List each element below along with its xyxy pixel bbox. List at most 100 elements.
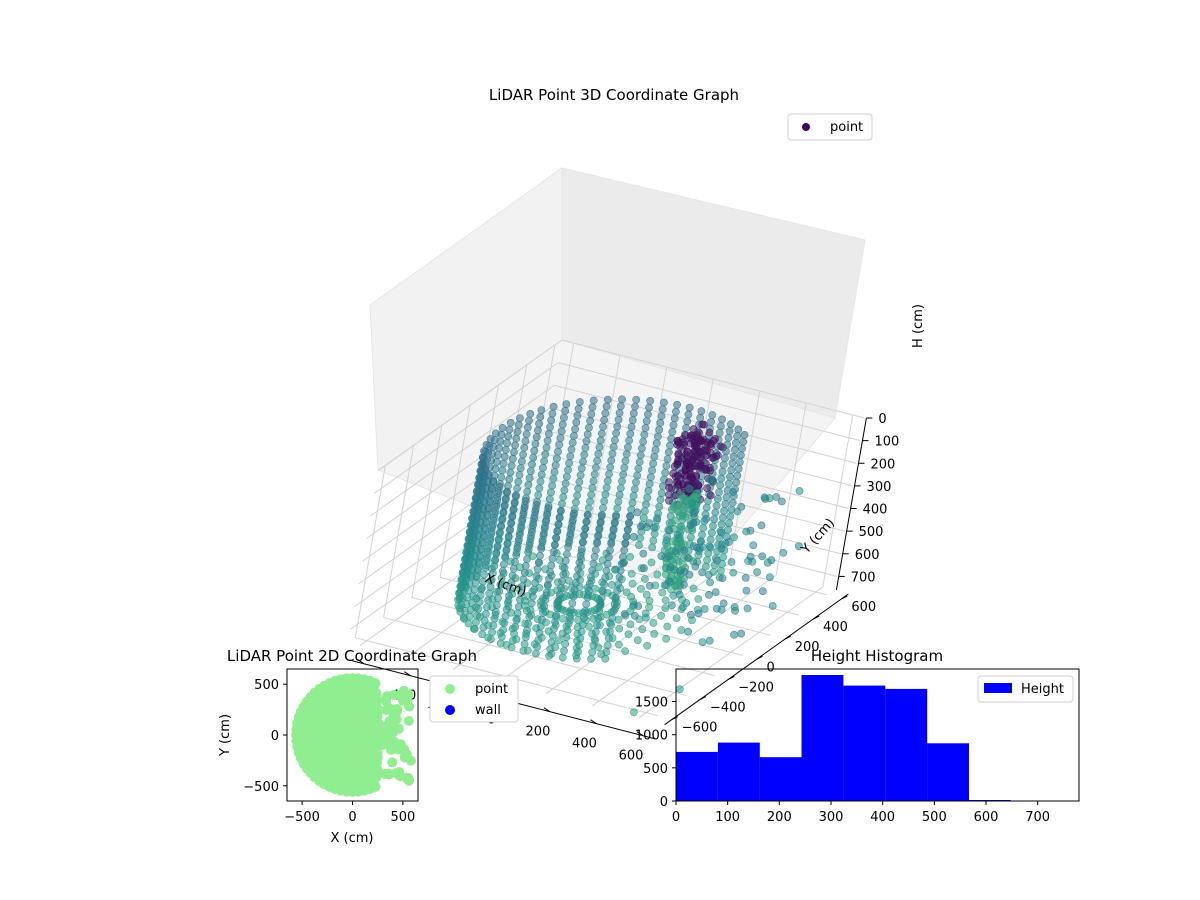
point-3d: [723, 440, 732, 449]
point-3d: [605, 470, 613, 478]
point-3d: [515, 471, 524, 479]
point-3d: [581, 524, 590, 533]
point-3d: [506, 418, 515, 427]
point-3d: [572, 654, 581, 663]
point-3d: [709, 453, 718, 462]
point-3d: [551, 541, 559, 549]
point-3d: [488, 483, 497, 492]
point-3d: [711, 508, 720, 517]
point-3d: [509, 564, 518, 573]
point-3d: [698, 530, 706, 539]
z-tick-label: 400: [863, 503, 888, 518]
point-3d: [718, 574, 727, 583]
point-3d: [500, 501, 509, 510]
point-3d: [640, 564, 648, 573]
point-3d: [593, 621, 601, 629]
point-3d: [522, 430, 531, 439]
point-3d: [612, 429, 620, 438]
point-3d: [498, 423, 507, 432]
point-3d: [477, 545, 486, 553]
point-3d: [650, 523, 658, 532]
point-3d: [573, 491, 581, 500]
point-3d: [629, 533, 638, 541]
point-3d: [716, 566, 725, 575]
point-2d: [386, 744, 396, 755]
point-3d: [498, 514, 507, 523]
point-3d: [483, 511, 492, 519]
point-2d: [399, 685, 409, 696]
point-3d: [498, 567, 507, 576]
point-3d: [602, 483, 611, 492]
point-3d: [690, 438, 699, 447]
point-3d: [607, 456, 616, 465]
point-3d: [549, 402, 558, 411]
point-3d: [547, 416, 556, 425]
point-3d: [715, 429, 724, 437]
point-3d: [476, 551, 485, 560]
point-3d: [622, 532, 631, 541]
point-3d: [516, 414, 524, 422]
point-3d: [730, 630, 738, 639]
point-3d: [490, 562, 498, 571]
point-3d: [526, 534, 535, 543]
grid-line: [589, 354, 621, 528]
point-3d: [544, 430, 553, 438]
point-3d: [626, 620, 635, 629]
point-3d: [603, 395, 612, 404]
point-3d: [610, 600, 619, 609]
point-3d: [722, 493, 731, 502]
point-3d: [616, 566, 625, 575]
point-3d: [719, 460, 728, 469]
point-3d: [572, 498, 580, 507]
point-3d: [653, 514, 662, 523]
legend-2d-point-marker: [445, 684, 455, 694]
point-3d: [697, 407, 706, 415]
point-3d: [493, 542, 502, 550]
point-3d: [717, 540, 726, 549]
z-tick-label: 600: [855, 548, 880, 563]
point-3d: [733, 432, 741, 441]
point-3d: [738, 444, 746, 453]
hist-x-tick-label: 300: [819, 810, 844, 825]
point-3d: [518, 457, 526, 466]
point-3d: [570, 509, 578, 518]
point-3d: [482, 603, 491, 611]
point-3d: [587, 410, 596, 418]
point-3d: [628, 416, 637, 425]
point-3d: [665, 552, 673, 561]
point-3d: [513, 609, 522, 618]
point-3d: [639, 514, 648, 522]
point-3d: [663, 622, 672, 631]
point-3d: [648, 543, 657, 552]
point-3d: [639, 437, 647, 446]
point-3d: [562, 400, 571, 408]
grid-line: [383, 445, 415, 618]
y-tick-label: 0: [767, 660, 775, 675]
point-3d: [479, 623, 488, 632]
point-3d: [739, 437, 748, 446]
point-3d: [642, 523, 651, 532]
point-2d: [381, 692, 392, 702]
point-3d: [660, 581, 669, 589]
point-3d: [491, 429, 500, 438]
point-3d: [757, 521, 766, 530]
point-3d: [607, 621, 616, 629]
point-3d: [497, 632, 506, 641]
point-3d: [586, 497, 594, 506]
point-3d: [617, 559, 626, 568]
point-3d: [655, 425, 664, 434]
hist-x-tick-label: 200: [767, 810, 792, 825]
point-3d: [491, 608, 500, 616]
point-3d: [676, 522, 685, 531]
point-3d: [665, 483, 673, 492]
point-3d: [653, 570, 662, 579]
point-3d: [570, 431, 578, 440]
point-3d: [713, 556, 721, 565]
point-3d: [487, 490, 495, 499]
legend-2d-wall-marker: [445, 705, 455, 715]
point-3d: [551, 618, 559, 626]
point-3d: [475, 558, 484, 567]
point-3d: [741, 574, 750, 582]
point-3d: [686, 470, 695, 479]
point-3d: [665, 526, 674, 535]
